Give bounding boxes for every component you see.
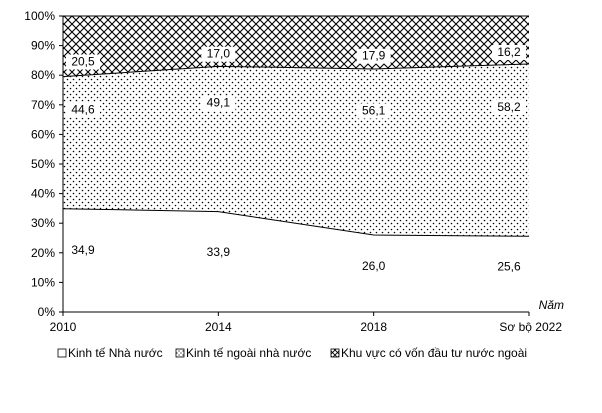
x-tick-label: 2014 xyxy=(205,320,232,334)
area-1 xyxy=(63,208,529,312)
data-label: 17,0 xyxy=(207,47,231,61)
data-label: 16,2 xyxy=(497,45,521,59)
legend-swatch xyxy=(330,348,340,358)
area-3 xyxy=(63,16,529,77)
data-label: 49,1 xyxy=(207,96,231,110)
y-tick-label: 80% xyxy=(31,68,55,82)
y-tick-label: 100% xyxy=(24,9,55,23)
legend-label: Kinh tế ngoài nhà nước xyxy=(186,346,311,360)
data-label-bg xyxy=(492,100,526,116)
data-label: 17,9 xyxy=(362,49,386,63)
data-label-bg xyxy=(66,54,100,70)
axes-layer: 0% 10% 20% 30% 40% 50% 60% 70% 80% 90% 100% 2010 201… xyxy=(24,9,564,334)
x-tick-label: Sơ bộ 2022 xyxy=(499,320,562,334)
data-label: 44,6 xyxy=(71,103,95,117)
y-tick-label: 10% xyxy=(31,275,55,289)
data-label-bg xyxy=(356,48,391,64)
y-tick-label: 20% xyxy=(31,246,55,260)
y-tick-label: 70% xyxy=(31,98,55,112)
data-label: 34,9 xyxy=(71,243,95,257)
y-tick-label: 30% xyxy=(31,216,55,230)
data-label-bg xyxy=(66,243,100,259)
data-label-bg xyxy=(492,259,526,275)
y-tick-label: 90% xyxy=(31,39,55,53)
data-label: 26,0 xyxy=(362,259,386,273)
x-tick-label: 2010 xyxy=(50,320,77,334)
data-label-bg xyxy=(201,244,236,260)
data-label-bg xyxy=(356,103,391,119)
data-label-bg xyxy=(356,258,391,274)
x-axis-title: Năm xyxy=(539,298,564,312)
x-tick-label: 2018 xyxy=(360,320,387,334)
legend: Kinh tế Nhà nước Kinh tế ngoài nhà nước Kh… xyxy=(57,346,527,360)
data-label-bg xyxy=(66,102,100,118)
legend-swatch xyxy=(57,348,67,358)
area-2 xyxy=(63,63,529,237)
area-layer xyxy=(62,15,530,312)
data-label: 20,5 xyxy=(71,55,95,69)
legend-label: Kinh tế Nhà nước xyxy=(68,346,163,360)
data-label: 56,1 xyxy=(362,103,386,117)
data-label-bg xyxy=(201,46,236,62)
y-tick-label: 60% xyxy=(31,127,55,141)
data-label-bg xyxy=(492,44,526,60)
legend-swatch xyxy=(175,348,185,358)
data-label: 33,9 xyxy=(207,245,231,259)
data-label: 25,6 xyxy=(497,260,521,274)
series-boundary-line xyxy=(62,63,530,78)
series-boundary-line xyxy=(62,208,530,237)
data-label: 58,2 xyxy=(497,100,521,114)
data-labels-layer: 34,9 33,9 26,0 25,6 44,6 49,1 56,1 58,2 20,5 17,0… xyxy=(66,44,526,275)
y-tick-label: 0% xyxy=(38,305,56,319)
y-tick-label: 50% xyxy=(31,157,55,171)
legend-label: Khu vực có vốn đầu tư nước ngoài xyxy=(341,346,527,360)
data-label-bg xyxy=(201,95,236,111)
y-tick-label: 40% xyxy=(31,187,55,201)
